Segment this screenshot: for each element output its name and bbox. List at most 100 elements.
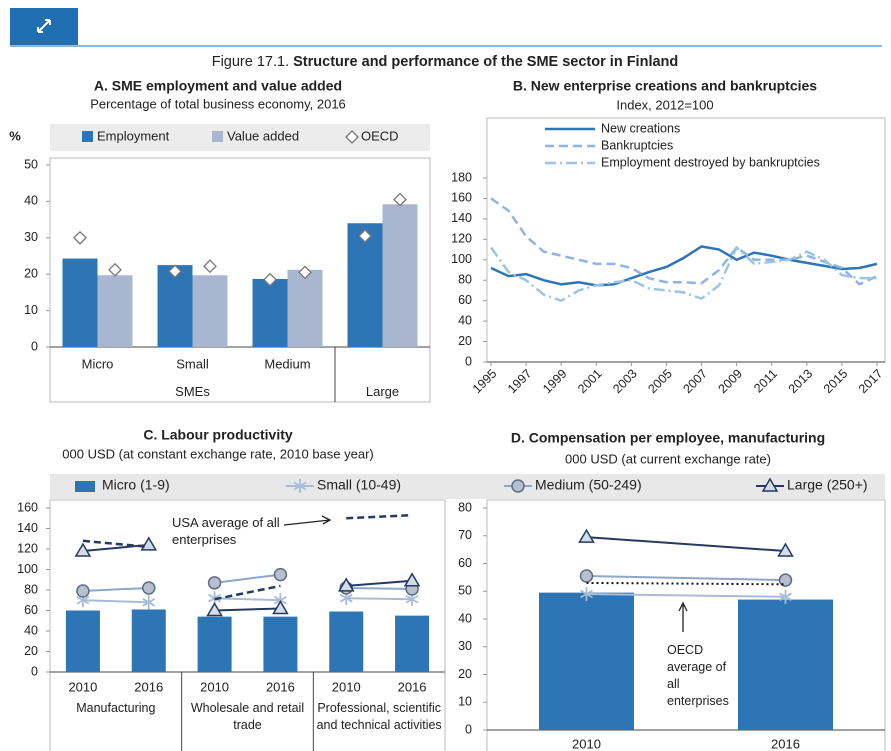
reference-line [82,539,149,549]
line-series [490,245,878,287]
reference-line [346,513,413,520]
bar [287,269,323,347]
circle-marker [76,584,90,598]
circle-marker [142,581,156,595]
legend-marker [761,477,779,492]
y-tick-label: 40 [24,194,38,208]
bar [395,615,430,672]
bar [131,609,166,672]
figure-label: Figure 17.1. [212,54,289,70]
star-marker-stroke [405,594,419,604]
triangle-marker [403,572,421,587]
bar [347,223,383,347]
triangle-marker [777,542,794,557]
triangle-marker [74,542,92,557]
group-label: Manufacturing [76,701,156,715]
plot-frame [49,499,446,751]
y-tick-label: 160 [451,191,472,205]
group-label: SMEs [175,384,210,399]
legend-box [50,124,430,151]
oecd-marker [263,272,277,287]
legend-label: OECD [361,128,399,143]
legend-marker [345,130,359,144]
y-tick-label: 120 [451,232,472,246]
x-tick-label: Micro [82,356,114,371]
legend-label: Small (10-49) [317,477,401,493]
y-tick-label: 30 [24,230,38,244]
x-tick-label: 2015 [821,367,851,397]
connector-line [214,597,281,602]
legend-label: Medium (50-249) [535,477,642,493]
y-tick-label: 100 [451,252,472,266]
y-tick-label: 40 [458,611,472,625]
connector-line [346,597,413,601]
y-tick-label: 0 [31,664,38,678]
expand-icon [37,19,51,33]
oecd-marker [168,264,182,279]
star-marker-stroke [779,592,792,602]
figure-name: Structure and performance of the SME sec… [293,54,678,70]
legend-label: Large (250+) [787,477,868,493]
line-series [489,245,877,303]
y-tick-label: 10 [24,303,38,317]
oecd-marker [108,262,122,277]
x-tick-label: Medium [264,356,310,371]
bar [738,599,833,730]
annotation-arrow [283,515,332,526]
x-tick-label: 2016 [134,679,163,694]
y-tick-label: 120 [17,541,38,555]
connector-line [82,586,149,593]
x-tick-label: 2011 [751,367,780,396]
legend-label: Value added [227,128,299,143]
y-tick-label: 180 [451,170,472,184]
panel-subtitle: Percentage of total business economy, 20… [90,96,346,111]
y-tick-label: 20 [24,644,38,658]
x-tick-label: 2005 [645,367,675,397]
connector-line [214,573,281,584]
bar [329,611,364,672]
panel-title: D. Compensation per employee, manufactur… [511,430,825,446]
y-tick-label: 70 [458,528,472,542]
bar [263,616,298,672]
oecd-marker [203,259,217,274]
star-marker [580,587,593,602]
panel-title: B. New enterprise creations and bankrupt… [513,78,817,94]
oecd-marker [393,192,407,207]
legend-label: Micro (1-9) [102,477,170,493]
legend-swatch [82,131,93,142]
connector-line [214,607,281,612]
connector-line [346,579,413,587]
y-tick-label: 20 [458,334,472,348]
triangle-marker [140,536,158,551]
circle-marker [207,576,222,590]
y-tick-label: 40 [458,313,472,327]
x-tick-label: 2016 [771,736,800,751]
y-tick-label: 0 [31,339,38,353]
plot-frame [486,499,886,751]
legend-label: Bankruptcies [601,138,673,152]
panel-title: A. SME employment and value added [94,78,342,94]
plot-frame [49,157,431,403]
legend-swatch [75,481,95,492]
y-tick-label: 40 [24,623,38,637]
x-tick-label: 1997 [505,367,535,397]
legend-marker [511,479,525,493]
connector-line [586,536,786,553]
annotation-arrow [678,601,688,632]
circle-marker [273,567,288,582]
y-tick-label: 140 [451,211,472,225]
y-tick-label: 60 [24,603,38,617]
x-tick-label: 2017 [856,367,886,397]
oecd-marker [358,229,372,243]
star-marker [142,595,156,610]
y-tick-label: 100 [17,562,38,576]
star-marker-stroke [76,595,90,605]
connector-line [346,586,413,590]
triangle-marker [272,599,289,615]
bar [157,265,193,347]
connector-line [82,599,149,604]
y-tick-label: 140 [17,521,38,535]
x-tick-label: 2016 [398,679,427,694]
panel-subtitle: 000 USD (at current exchange rate) [565,451,771,466]
